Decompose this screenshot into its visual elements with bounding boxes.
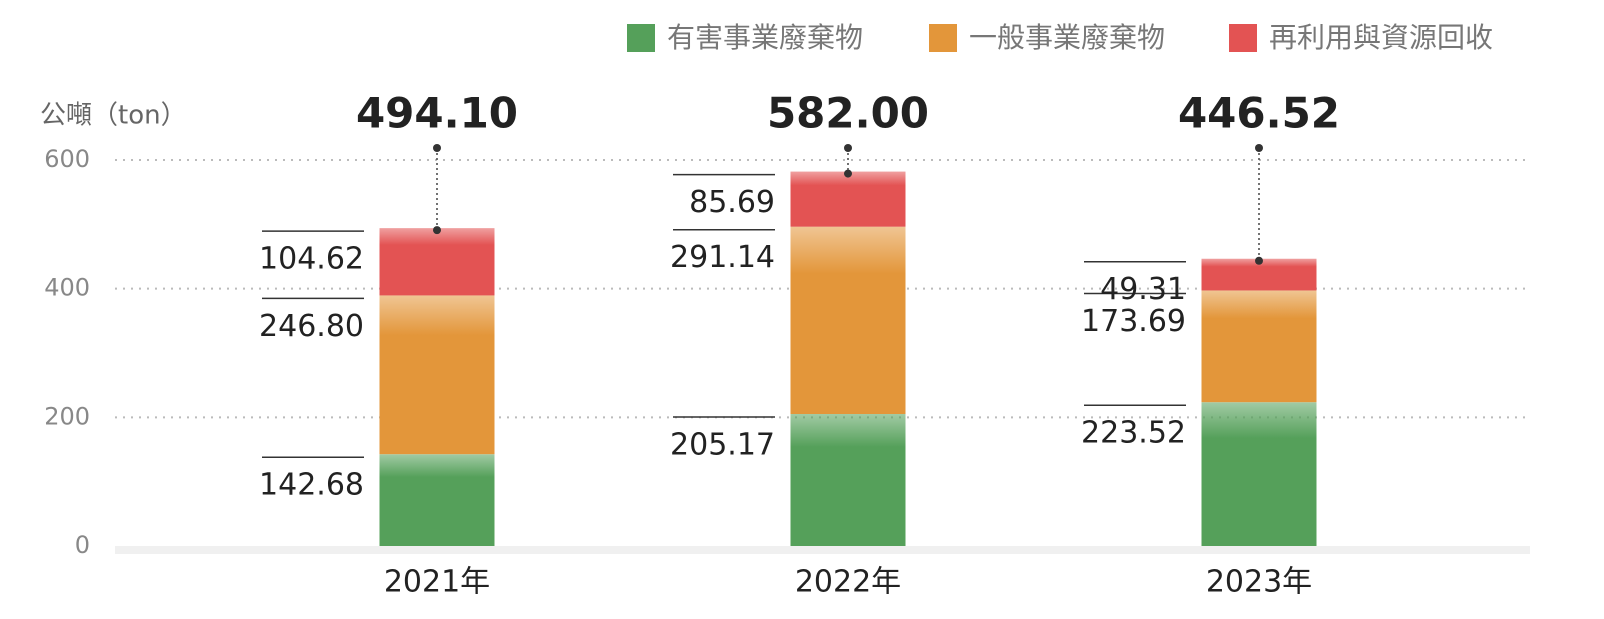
x-tick-label: 2022年 (795, 565, 901, 600)
y-tick-label: 600 (44, 145, 90, 173)
value-label: 85.69 (689, 185, 775, 220)
total-dot (433, 226, 441, 235)
y-tick-label: 0 (75, 531, 90, 559)
bar-segment (790, 171, 906, 227)
total-label: 494.10 (356, 89, 518, 138)
legend-label: 再利用與資源回收 (1269, 21, 1493, 54)
y-tick-label: 400 (44, 274, 90, 302)
legend-label: 一般事業廢棄物 (969, 21, 1165, 54)
bar-segment (379, 295, 495, 455)
bar-segment (790, 414, 906, 546)
value-label: 246.80 (259, 309, 364, 344)
x-tick-label: 2023年 (1206, 565, 1312, 600)
value-label: 104.62 (259, 242, 364, 277)
value-label: 223.52 (1081, 416, 1186, 451)
total-label: 582.00 (767, 89, 929, 138)
bar-segment (790, 226, 906, 415)
value-label: 291.14 (670, 240, 775, 275)
legend-label: 有害事業廢棄物 (667, 21, 863, 54)
total-label: 446.52 (1178, 89, 1340, 138)
y-tick-label: 200 (44, 402, 90, 430)
bar-segment (379, 228, 495, 296)
value-label: 142.68 (259, 468, 364, 503)
total-dot (844, 144, 852, 152)
total-dot (433, 144, 441, 152)
baseline (115, 546, 1530, 554)
y-axis-label: 公噸（ton） (40, 101, 187, 131)
total-dot (1255, 144, 1263, 152)
value-label: 205.17 (670, 428, 775, 463)
bar-segment (1201, 290, 1317, 403)
bar-segment (379, 454, 495, 546)
legend-swatch (929, 24, 957, 52)
value-label: 49.31 (1100, 272, 1186, 307)
x-tick-label: 2021年 (384, 565, 490, 600)
total-dot (1255, 256, 1263, 265)
legend-swatch (1229, 24, 1257, 52)
total-dot (844, 169, 852, 178)
value-label: 173.69 (1081, 304, 1186, 339)
legend-swatch (627, 24, 655, 52)
bar-segment (1201, 402, 1317, 546)
